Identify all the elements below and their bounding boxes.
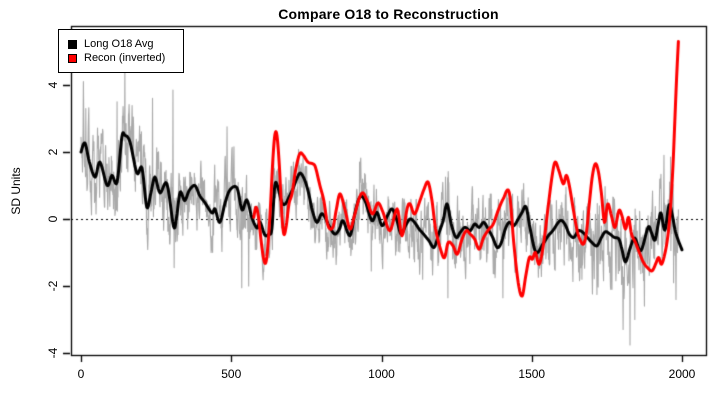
y-tick-label: -4: [46, 347, 60, 359]
legend: Long O18 Avg Recon (inverted): [58, 29, 184, 73]
y-tick-label: 4: [46, 81, 60, 89]
legend-swatch: [68, 39, 77, 49]
x-tick-label: 2000: [668, 367, 696, 381]
y-tick-label: -2: [46, 280, 60, 292]
x-tick-label: 500: [221, 367, 242, 381]
legend-item-recon-inverted: Recon (inverted): [68, 51, 183, 64]
legend-label: Recon (inverted): [84, 51, 166, 64]
y-axis-label: SD Units: [9, 167, 23, 215]
y-tick-label: 2: [46, 148, 60, 156]
legend-swatch: [68, 53, 77, 63]
x-tick-label: 0: [77, 367, 85, 381]
x-tick-label: 1500: [518, 367, 546, 381]
x-tick-label: 1000: [368, 367, 395, 381]
legend-label: Long O18 Avg: [84, 37, 154, 50]
chart-title: Compare O18 to Reconstruction: [278, 6, 499, 22]
y-tick-label: 0: [46, 215, 60, 223]
legend-item-long-o18-avg: Long O18 Avg: [68, 37, 183, 50]
